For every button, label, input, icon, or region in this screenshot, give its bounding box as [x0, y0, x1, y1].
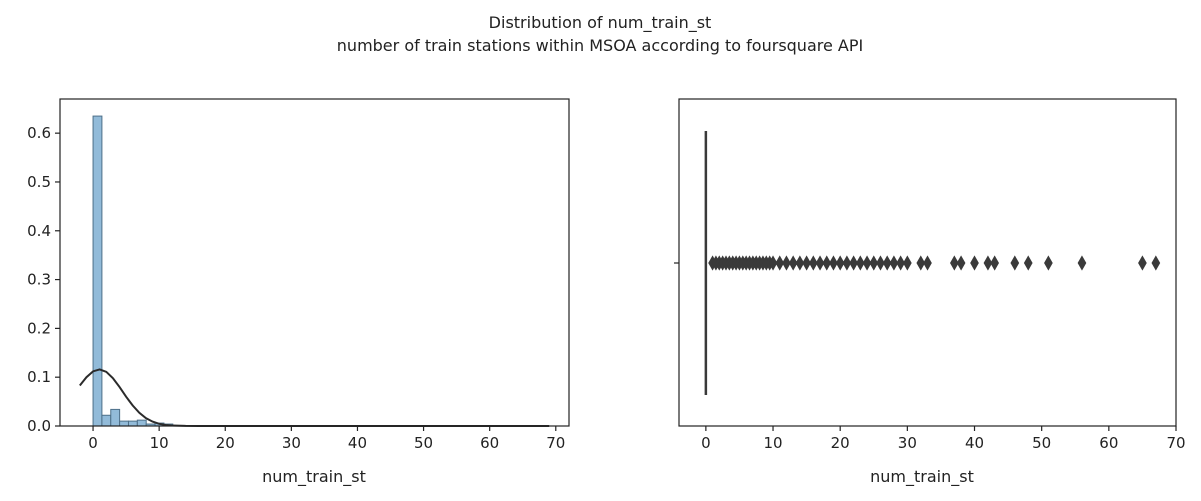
histogram-bar — [110, 408, 121, 427]
outlier-point — [1151, 255, 1161, 271]
outlier-point — [1138, 255, 1147, 271]
histogram-x-ticks: 0 10 20 30 40 50 60 70 — [88, 426, 565, 452]
outlier-point — [1077, 255, 1087, 271]
y-tick-label: 0.2 — [27, 319, 51, 337]
outlier-point — [916, 255, 926, 271]
y-tick-label: 0.4 — [27, 222, 51, 240]
outlier-point — [855, 255, 865, 271]
x-tick-label: 30 — [282, 434, 301, 452]
outlier-point — [923, 255, 932, 271]
histogram-bar — [119, 420, 129, 427]
outlier-point — [822, 255, 832, 271]
x-tick-label: 10 — [763, 434, 782, 452]
outlier-point — [1044, 255, 1053, 271]
x-tick-label: 20 — [831, 434, 850, 452]
outlier-point — [970, 255, 979, 271]
outlier-point — [956, 255, 966, 271]
x-tick-label: 10 — [150, 434, 169, 452]
x-tick-label: 30 — [898, 434, 917, 452]
x-tick-label: 0 — [88, 434, 98, 452]
boxplot-x-label: num_train_st — [870, 467, 974, 487]
y-tick-label: 0.3 — [27, 271, 51, 289]
x-tick-label: 70 — [1166, 434, 1185, 452]
x-tick-label: 20 — [216, 434, 235, 452]
histogram-bar — [92, 115, 103, 427]
histogram-frame — [59, 98, 570, 427]
outlier-point — [775, 255, 785, 271]
boxplot-axes: 0 10 20 30 40 50 60 70 num_train_st — [674, 98, 1186, 487]
y-tick-label: 0.6 — [27, 124, 51, 142]
outlier-point — [882, 255, 892, 271]
histogram-bar — [127, 420, 138, 427]
outlier-point — [1010, 255, 1020, 271]
outlier-point — [889, 255, 899, 271]
outlier-point — [842, 255, 852, 271]
histogram-axes: 0 10 20 30 40 50 60 70 0.0 0.1 0.2 0.3 0.4 0.5 0.6 nu… — [27, 98, 570, 487]
y-tick-label: 0.5 — [27, 173, 51, 191]
x-tick-label: 60 — [480, 434, 499, 452]
x-tick-label: 50 — [414, 434, 433, 452]
histogram-bar — [136, 419, 147, 427]
outlier-point — [768, 255, 778, 271]
y-tick-label: 0.1 — [27, 368, 51, 386]
boxplot-x-ticks: 0 10 20 30 40 50 60 70 — [701, 426, 1186, 452]
boxplot-frame — [678, 98, 1177, 427]
x-tick-label: 40 — [965, 434, 984, 452]
outlier-point — [869, 255, 879, 271]
outlier-point — [829, 255, 838, 271]
boxplot-outliers — [708, 255, 1161, 271]
outlier-point — [782, 255, 791, 271]
histogram-x-label: num_train_st — [262, 467, 366, 487]
y-tick-label: 0.0 — [27, 417, 51, 435]
outlier-point — [849, 255, 858, 271]
histogram-bar — [101, 414, 112, 427]
x-tick-label: 40 — [348, 434, 367, 452]
x-tick-label: 60 — [1099, 434, 1118, 452]
x-tick-label: 50 — [1032, 434, 1051, 452]
histogram-y-ticks: 0.0 0.1 0.2 0.3 0.4 0.5 0.6 — [27, 124, 60, 435]
outlier-point — [788, 255, 798, 271]
x-tick-label: 70 — [546, 434, 565, 452]
outlier-point — [990, 255, 1000, 271]
outlier-point — [808, 255, 818, 271]
outlier-point — [802, 255, 811, 271]
outlier-point — [950, 255, 959, 271]
outlier-point — [835, 255, 845, 271]
kde-curve — [79, 368, 550, 427]
figure-subtitle: number of train stations within MSOA acc… — [337, 36, 863, 55]
histogram-bars — [92, 115, 544, 427]
outlier-point — [1023, 255, 1033, 271]
outlier-point — [795, 255, 805, 271]
x-tick-label: 0 — [701, 434, 711, 452]
outlier-point — [876, 255, 885, 271]
outlier-point — [862, 255, 872, 271]
figure-title: Distribution of num_train_st — [489, 13, 712, 33]
outlier-point — [815, 255, 825, 271]
outlier-point — [903, 255, 912, 271]
outlier-point — [983, 255, 993, 271]
outlier-point — [896, 255, 905, 271]
